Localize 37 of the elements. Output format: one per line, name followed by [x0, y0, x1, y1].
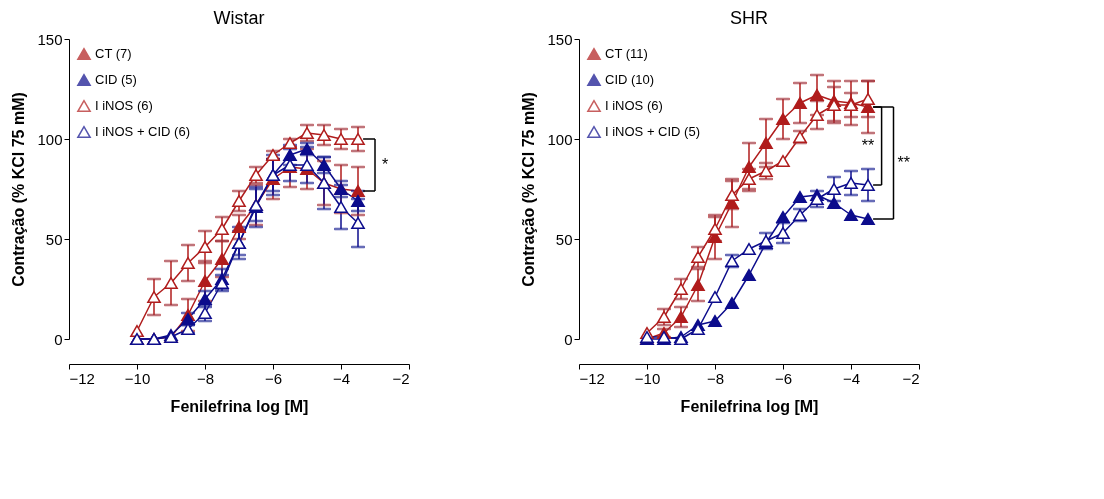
x-tick-label: −8	[196, 369, 215, 387]
legend-label: I iNOS + CID (5)	[605, 124, 700, 139]
y-axis-title: Contração (% KCl 75 mM)	[520, 92, 538, 287]
legend-label: I iNOS (6)	[95, 98, 153, 113]
x-tick-label: −10	[124, 369, 151, 387]
x-tick-label: −4	[332, 369, 351, 387]
y-axis-title: Contração (% KCl 75 mM)	[10, 92, 28, 287]
annotation: **	[897, 154, 910, 171]
y-tick-label: 100	[37, 130, 63, 148]
y-tick-label: 0	[54, 330, 63, 348]
x-tick-label: −6	[264, 369, 283, 387]
x-axis-title: Fenilefrina log [M]	[680, 397, 819, 415]
x-tick-label: −2	[902, 369, 920, 387]
x-tick-label: −6	[774, 369, 793, 387]
legend-label: CT (11)	[605, 46, 648, 61]
y-tick-label: 100	[547, 130, 573, 148]
y-tick-label: 0	[564, 330, 573, 348]
x-tick-label: −12	[69, 369, 95, 387]
chart-title: Wistar	[213, 8, 265, 28]
legend-label: I iNOS + CID (6)	[95, 124, 190, 139]
x-tick-label: −8	[706, 369, 725, 387]
x-tick-label: −10	[634, 369, 661, 387]
y-tick-label: 50	[45, 230, 63, 248]
y-tick-label: 150	[547, 30, 573, 48]
y-tick-label: 50	[555, 230, 573, 248]
legend-label: CID (5)	[95, 72, 137, 87]
annotation: *	[382, 156, 389, 173]
x-tick-label: −2	[392, 369, 410, 387]
x-axis-title: Fenilefrina log [M]	[170, 397, 309, 415]
legend-label: CT (7)	[95, 46, 132, 61]
legend-label: CID (10)	[605, 72, 655, 87]
x-tick-label: −4	[842, 369, 861, 387]
legend-label: I iNOS (6)	[605, 98, 663, 113]
x-tick-label: −12	[579, 369, 605, 387]
y-tick-label: 150	[37, 30, 63, 48]
annotation: **	[861, 137, 875, 154]
chart-title: SHR	[729, 8, 769, 28]
